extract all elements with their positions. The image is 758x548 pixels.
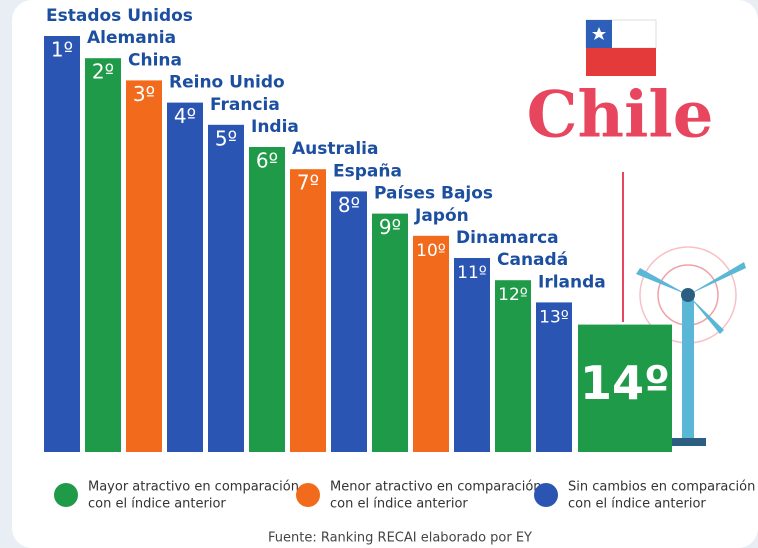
country-label: Canadá <box>497 250 568 270</box>
flag <box>585 19 657 76</box>
bar <box>208 124 244 453</box>
rank-label: 7º <box>297 171 319 195</box>
bar <box>454 258 490 452</box>
legend-marker <box>534 483 558 507</box>
country-label: Dinamarca <box>456 228 559 248</box>
bar <box>249 147 285 452</box>
country-label: Países Bajos <box>374 184 493 204</box>
rank-label: 14º <box>580 356 670 410</box>
rank-label: 2º <box>92 60 114 84</box>
rank-label: 12º <box>498 285 528 305</box>
source: Fuente: Ranking RECAI elaborado por EY <box>268 531 532 546</box>
legend-label: Mayor atractivo en comparación <box>88 480 299 495</box>
rank-label: 6º <box>256 149 278 173</box>
bar <box>372 213 408 452</box>
bar <box>126 80 162 453</box>
country-label: Estados Unidos <box>46 6 193 26</box>
rank-label: 4º <box>174 104 196 128</box>
bar <box>85 58 121 452</box>
bar <box>290 169 326 452</box>
country-label: Reino Unido <box>169 73 285 93</box>
rank-label: 13º <box>539 307 569 327</box>
legend-marker <box>296 483 320 507</box>
bar <box>536 302 572 452</box>
rank-label: 11º <box>457 263 487 283</box>
bar <box>413 235 449 452</box>
rank-label: 5º <box>215 126 237 150</box>
rank-label: 10º <box>416 241 446 261</box>
legend-label: con el índice anterior <box>88 497 226 512</box>
legend-label: con el índice anterior <box>568 497 706 512</box>
country-title: Chile <box>527 78 714 153</box>
bar <box>167 102 203 452</box>
rank-label: 3º <box>133 82 155 106</box>
rank-label: 8º <box>338 193 360 217</box>
country-label: Francia <box>210 95 280 115</box>
rank-label: 1º <box>51 38 73 62</box>
country-label: Irlanda <box>538 272 606 292</box>
country-label: India <box>251 117 299 137</box>
legend-label: Menor atractivo en comparación <box>330 480 542 495</box>
bar <box>495 280 531 452</box>
country-label: España <box>333 161 402 181</box>
country-label: Japón <box>414 206 469 226</box>
country-label: Australia <box>292 139 379 159</box>
bar <box>44 36 80 452</box>
bar <box>331 191 367 452</box>
country-label: China <box>128 50 182 70</box>
bar <box>578 324 672 452</box>
wind-turbine <box>636 246 746 446</box>
legend-marker <box>54 483 78 507</box>
legend-label: con el índice anterior <box>330 497 468 512</box>
rank-label: 9º <box>379 215 401 239</box>
legend-label: Sin cambios en comparación <box>568 480 755 495</box>
country-label: Alemania <box>87 28 176 48</box>
